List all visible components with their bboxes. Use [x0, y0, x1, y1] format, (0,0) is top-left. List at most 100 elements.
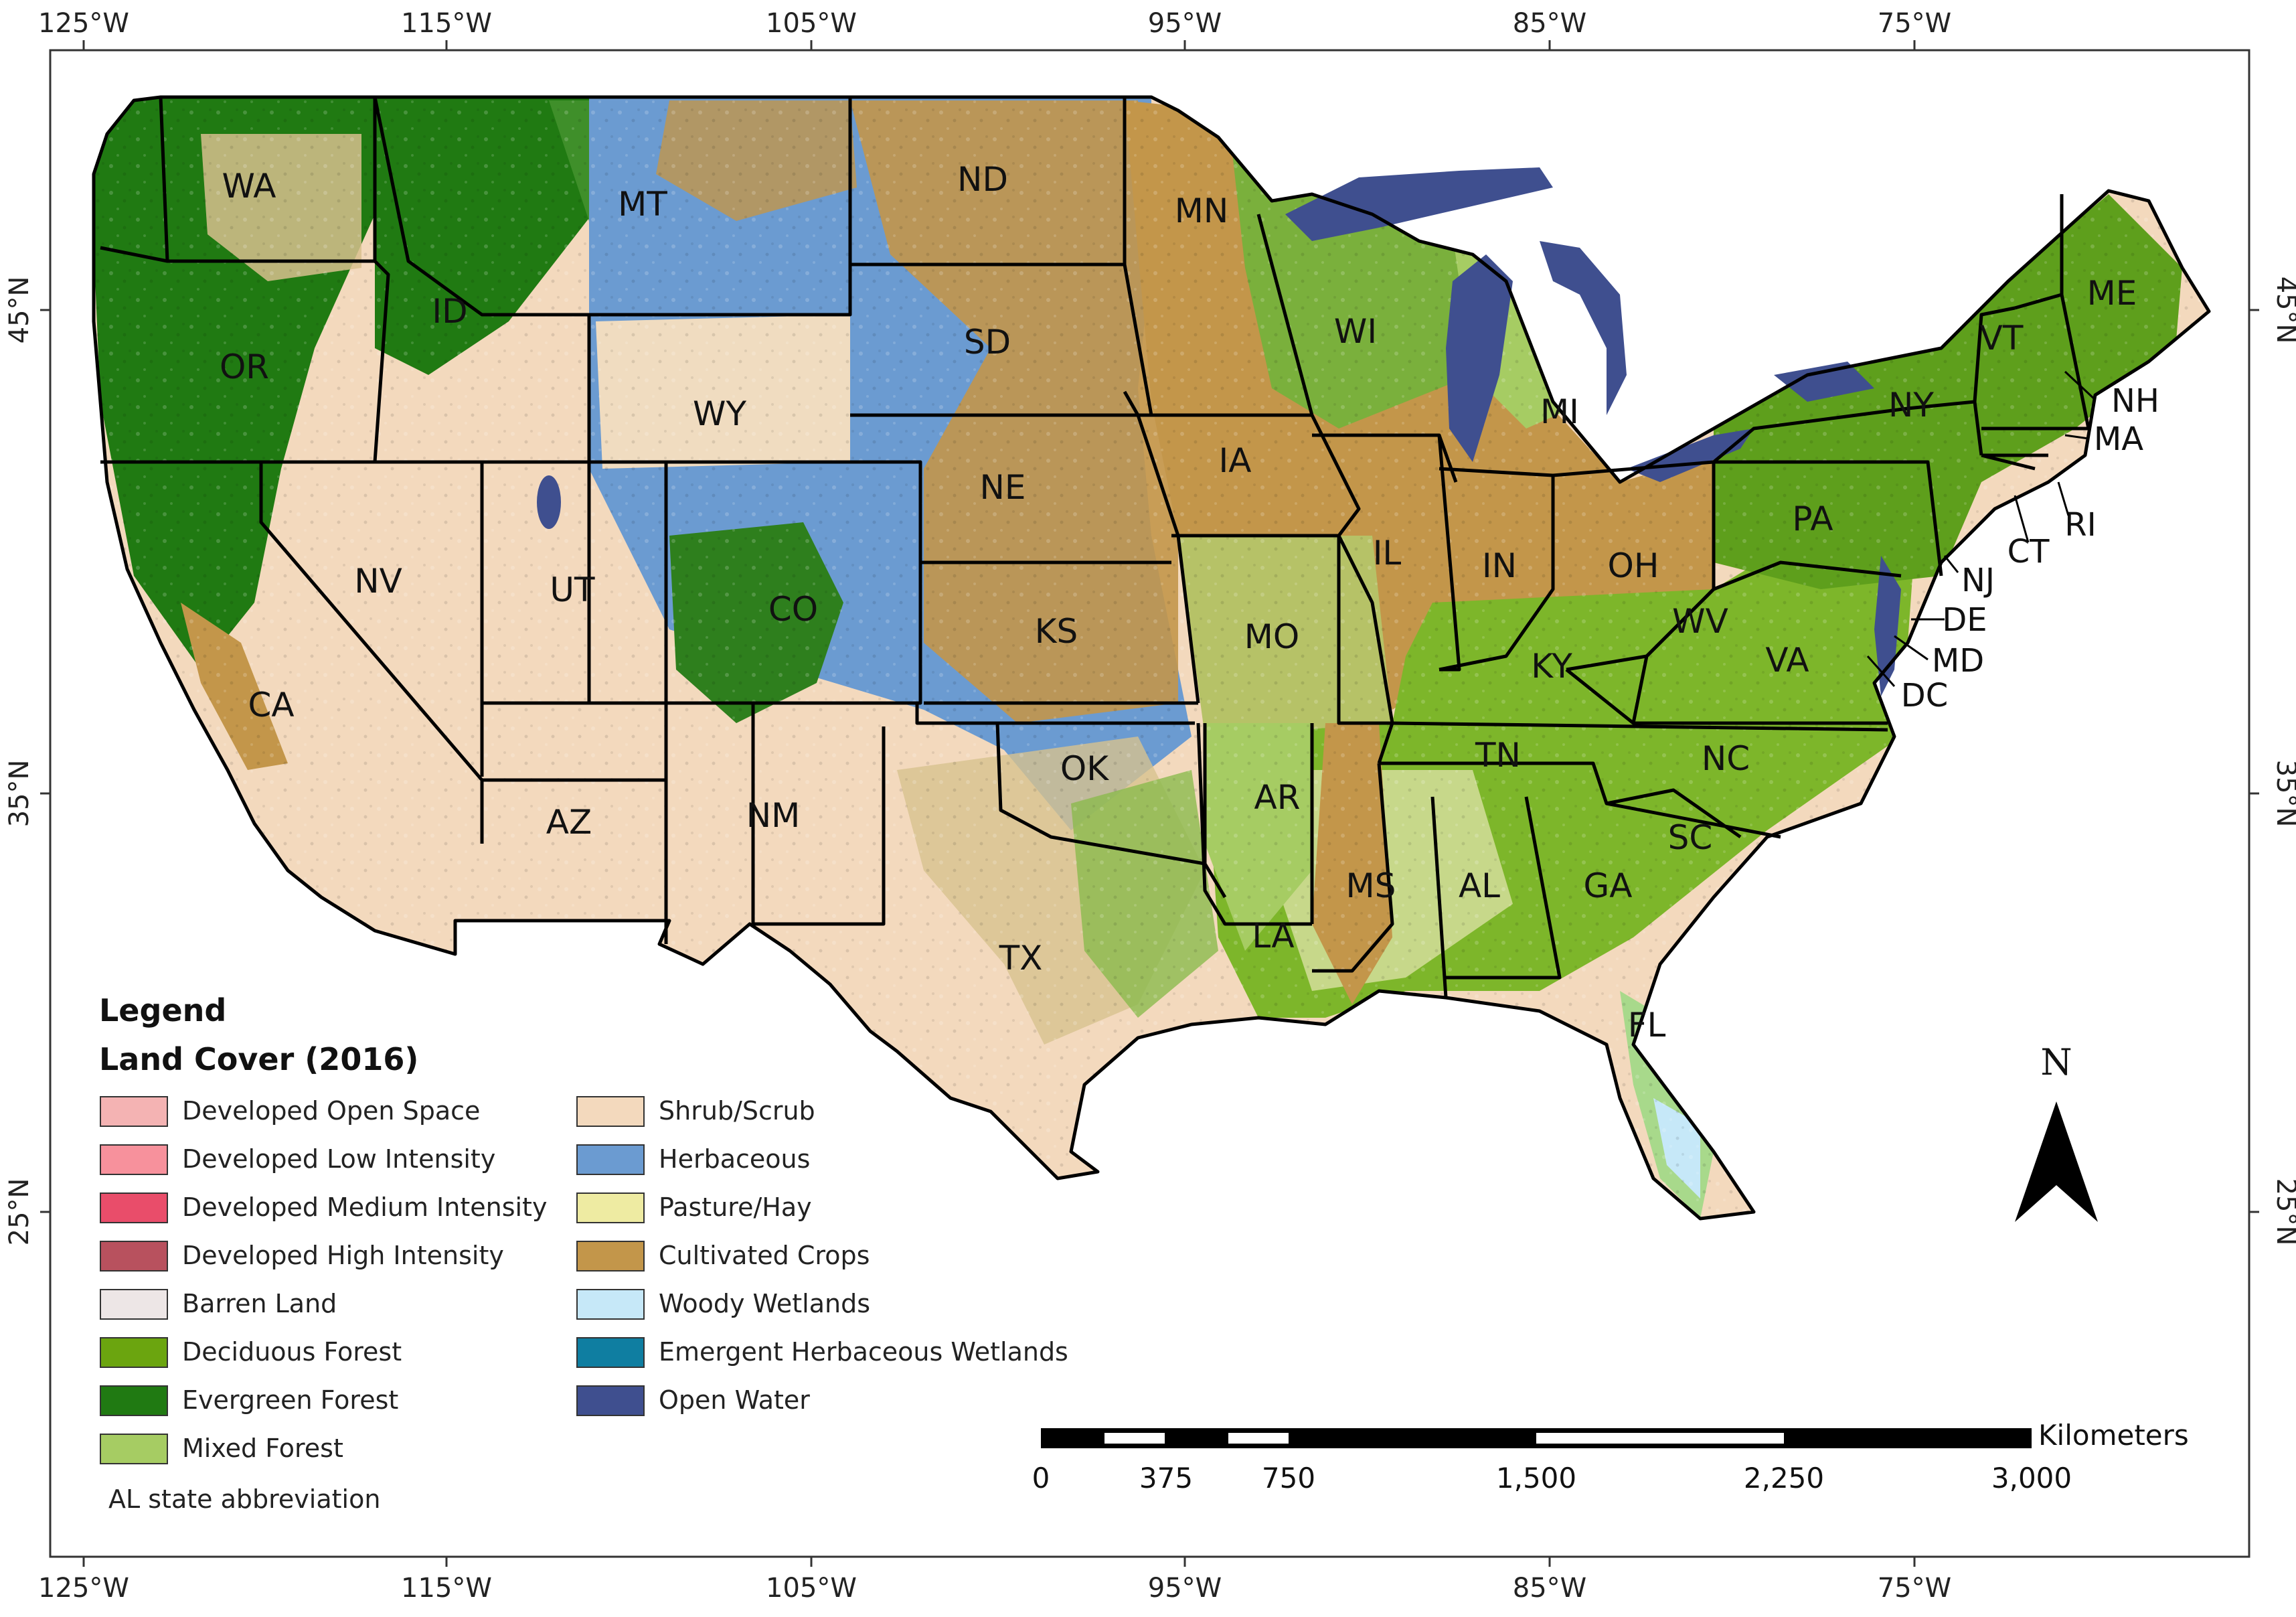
lon-bottom-label: 125°W — [38, 1573, 129, 1604]
state-labels: WA OR CA ID NV MT WY UT AZ CO NM ND SD N… — [220, 160, 2159, 1045]
state-label-va: VA — [1765, 641, 1809, 680]
state-label-de: DE — [1942, 601, 1987, 639]
state-label-al: AL — [1459, 866, 1500, 905]
north-arrow: N — [2015, 1041, 2098, 1222]
legend-swatch — [100, 1192, 168, 1223]
scale-bar: Kilometers 0 375 750 1,500 2,250 3,000 — [1032, 1419, 2189, 1494]
north-label: N — [2040, 1041, 2072, 1083]
lon-top-label: 105°W — [766, 8, 857, 39]
legend-swatch — [576, 1289, 645, 1320]
legend-swatch — [100, 1385, 168, 1416]
state-label-sc: SC — [1668, 818, 1713, 857]
state-label-vt: VT — [1980, 319, 2024, 358]
scale-bar-segment — [1104, 1433, 1165, 1444]
legend-subtitle: Land Cover (2016) — [99, 1041, 418, 1077]
scale-unit: Kilometers — [2038, 1419, 2189, 1452]
legend-item-label: Shrub/Scrub — [659, 1096, 815, 1126]
state-label-id: ID — [432, 292, 467, 331]
scale-tick-label: 2,250 — [1744, 1462, 1824, 1494]
legend-item-label: Emergent Herbaceous Wetlands — [659, 1337, 1068, 1367]
legend-title: Legend — [99, 992, 226, 1028]
lon-top-label: 115°W — [401, 8, 492, 39]
legend-item-label: Mixed Forest — [182, 1434, 343, 1463]
state-label-in: IN — [1482, 546, 1517, 585]
state-label-ca: CA — [248, 686, 294, 724]
legend-column-1: Developed Open Space Developed Low Intens… — [100, 1096, 547, 1464]
scale-tick-label: 1,500 — [1496, 1462, 1576, 1494]
legend-swatch — [576, 1385, 645, 1416]
legend-swatch — [576, 1192, 645, 1223]
legend-item-label: Deciduous Forest — [182, 1337, 402, 1367]
state-label-wi: WI — [1334, 312, 1377, 351]
state-label-ma: MA — [2094, 420, 2143, 458]
lon-bottom-label: 85°W — [1513, 1573, 1586, 1604]
scale-tick-label: 0 — [1032, 1462, 1050, 1494]
state-label-wa: WA — [222, 167, 276, 206]
state-label-az: AZ — [546, 803, 592, 842]
legend-item-label: Barren Land — [182, 1289, 337, 1318]
state-label-fl: FL — [1628, 1006, 1666, 1045]
legend-column-2: Shrub/Scrub Herbaceous Pasture/Hay Cultivat… — [576, 1096, 1068, 1416]
state-label-mo: MO — [1244, 617, 1300, 656]
state-label-nd: ND — [957, 160, 1008, 199]
state-label-pa: PA — [1792, 499, 1833, 538]
lat-left-label: 45°N — [4, 277, 35, 344]
legend-item-label: Developed Open Space — [182, 1096, 480, 1126]
legend-swatch — [100, 1337, 168, 1368]
north-arrow-right-icon — [2056, 1101, 2098, 1222]
state-label-ks: KS — [1035, 612, 1078, 651]
legend-swatch — [100, 1144, 168, 1175]
scale-bar-segment — [1228, 1433, 1289, 1444]
state-label-tn: TN — [1475, 736, 1521, 775]
state-label-ne: NE — [980, 468, 1026, 507]
legend-item-label: Open Water — [659, 1385, 810, 1415]
legend-swatch — [576, 1241, 645, 1272]
great-lakes — [537, 167, 1901, 696]
legend-swatch — [576, 1337, 645, 1368]
lat-left-label: 25°N — [4, 1178, 35, 1246]
state-label-dc: DC — [1901, 677, 1948, 714]
state-label-ut: UT — [550, 570, 595, 609]
legend-swatch — [100, 1096, 168, 1127]
state-label-ky: KY — [1531, 647, 1572, 686]
north-arrow-left-icon — [2015, 1101, 2056, 1222]
lat-left-label: 35°N — [4, 760, 35, 828]
legend-item-label: Evergreen Forest — [182, 1385, 398, 1415]
state-label-or: OR — [220, 348, 269, 386]
lon-top-label: 75°W — [1878, 8, 1951, 39]
lon-bottom-label: 95°W — [1148, 1573, 1222, 1604]
lon-bottom-label: 105°W — [766, 1573, 857, 1604]
lon-top-label: 85°W — [1513, 8, 1586, 39]
state-label-nc: NC — [1702, 739, 1750, 778]
legend-item-label: Cultivated Crops — [659, 1241, 870, 1270]
state-label-nh: NH — [2111, 382, 2159, 420]
state-label-wy: WY — [693, 394, 746, 433]
label-leader-lines — [1866, 370, 2097, 687]
state-label-ga: GA — [1584, 866, 1633, 905]
state-label-ny: NY — [1888, 386, 1934, 425]
state-borders — [92, 95, 2211, 1221]
legend: Legend Land Cover (2016) Developed Open … — [99, 992, 1068, 1514]
legend-swatch — [576, 1096, 645, 1127]
state-label-tx: TX — [999, 939, 1043, 978]
scale-tick-label: 375 — [1139, 1462, 1193, 1494]
state-label-ms: MS — [1346, 866, 1396, 905]
scale-tick-label: 750 — [1262, 1462, 1315, 1494]
state-label-ok: OK — [1060, 749, 1109, 788]
legend-item-label: Developed Low Intensity — [182, 1144, 495, 1174]
state-label-wv: WV — [1672, 602, 1728, 641]
state-label-ri: RI — [2064, 506, 2097, 544]
legend-item-label: Developed Medium Intensity — [182, 1192, 547, 1222]
state-label-ar: AR — [1254, 778, 1301, 817]
lon-top-label: 125°W — [38, 8, 129, 39]
legend-item-label: Woody Wetlands — [659, 1289, 870, 1318]
lon-bottom-label: 115°W — [401, 1573, 492, 1604]
lon-bottom-label: 75°W — [1878, 1573, 1951, 1604]
legend-swatch — [100, 1241, 168, 1272]
legend-item-label: Developed High Intensity — [182, 1241, 504, 1270]
state-label-nm: NM — [746, 796, 801, 835]
state-label-mt: MT — [618, 185, 667, 224]
legend-abbrev-note: AL state abbreviation — [108, 1484, 380, 1514]
scale-tick-label: 3,000 — [1991, 1462, 2072, 1494]
legend-swatch — [100, 1289, 168, 1320]
